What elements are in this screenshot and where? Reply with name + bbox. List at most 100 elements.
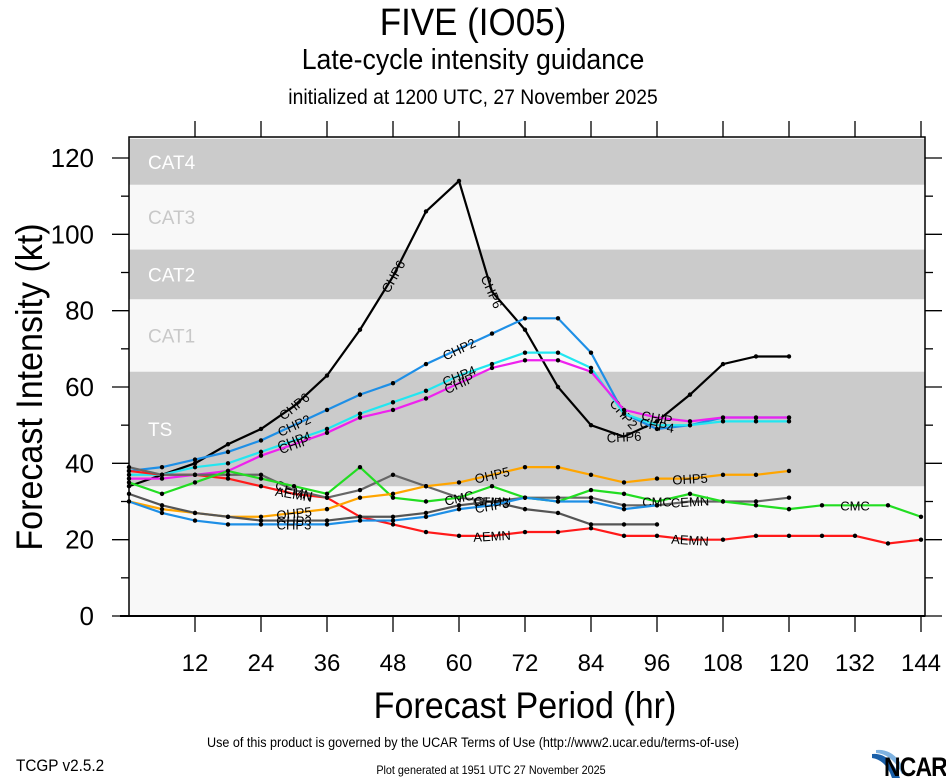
data-point: [159, 503, 165, 508]
data-point: [225, 472, 231, 477]
data-point: [720, 419, 726, 424]
data-point: [192, 464, 198, 470]
ncar-logo: NCAR: [870, 748, 946, 782]
data-point: [126, 476, 132, 481]
data-point: [357, 518, 363, 523]
data-point: [555, 464, 561, 470]
band-label: CAT2: [148, 265, 195, 286]
data-point: [588, 499, 594, 504]
data-point: [192, 461, 198, 466]
data-point: [621, 491, 627, 497]
data-point: [588, 422, 594, 428]
data-point: [720, 361, 726, 367]
data-point: [786, 506, 792, 512]
data-point: [423, 388, 429, 394]
generated-time: Plot generated at 1951 UTC 27 November 2…: [376, 763, 606, 777]
data-point: [456, 533, 462, 539]
data-point: [621, 480, 627, 485]
data-point: [588, 369, 594, 374]
data-point: [324, 495, 330, 500]
data-point: [390, 522, 396, 527]
data-point: [225, 476, 231, 481]
data-point: [192, 510, 198, 516]
data-point: [885, 541, 891, 546]
data-point: [258, 438, 264, 443]
data-point: [390, 495, 396, 500]
data-point: [819, 503, 825, 508]
series-label: CHP3: [474, 495, 511, 516]
data-point: [786, 354, 792, 359]
data-point: [687, 419, 693, 424]
series-label: CMC: [840, 498, 870, 513]
data-point: [852, 533, 858, 539]
data-point: [522, 358, 528, 363]
terms-of-use-note: Use of this product is governed by the U…: [207, 734, 739, 750]
data-point: [753, 419, 759, 424]
data-point: [654, 533, 660, 539]
version-label: TCGP v2.5.2: [16, 756, 105, 775]
data-point: [555, 384, 561, 390]
y-tick-label: 80: [65, 296, 94, 326]
data-point: [654, 426, 660, 432]
data-point: [588, 495, 594, 500]
data-point: [819, 533, 825, 539]
data-point: [456, 178, 462, 184]
y-tick-label: 120: [51, 143, 94, 173]
ncar-swoosh-icon: [872, 749, 906, 778]
data-point: [225, 522, 231, 527]
data-point: [357, 411, 363, 416]
data-point: [720, 472, 726, 477]
data-point: [324, 518, 330, 523]
data-point: [621, 533, 627, 539]
data-point: [423, 484, 429, 489]
y-tick-label: 60: [65, 372, 94, 402]
data-point: [555, 495, 561, 500]
data-point: [390, 380, 396, 386]
data-point: [621, 506, 627, 512]
data-point: [918, 537, 924, 542]
data-point: [621, 407, 627, 413]
data-point: [489, 361, 495, 367]
chart-title: FIVE (IO05): [379, 2, 567, 44]
x-tick-label: 84: [578, 650, 605, 677]
data-point: [687, 392, 693, 397]
y-tick-label: 40: [65, 448, 94, 478]
series-label: CHP3: [277, 517, 312, 532]
band-label: TS: [148, 420, 172, 441]
data-point: [654, 476, 660, 481]
data-point: [522, 495, 528, 500]
data-point: [258, 484, 264, 489]
data-point: [588, 350, 594, 355]
data-point: [753, 533, 759, 539]
data-point: [621, 411, 627, 416]
data-point: [720, 415, 726, 420]
band-ts: [129, 371, 925, 487]
data-point: [390, 491, 396, 497]
x-tick-label: 108: [703, 650, 743, 677]
data-point: [357, 514, 363, 519]
y-tick-label: 20: [65, 525, 94, 555]
y-axis-label: Forecast Intensity (kt): [9, 223, 51, 550]
data-point: [456, 506, 462, 512]
data-point: [588, 522, 594, 527]
data-point: [555, 510, 561, 516]
data-point: [489, 484, 495, 489]
data-point: [258, 476, 264, 481]
data-point: [357, 487, 363, 493]
data-point: [555, 499, 561, 504]
data-point: [126, 491, 132, 497]
data-point: [159, 510, 165, 516]
data-point: [126, 464, 132, 470]
data-point: [258, 518, 264, 523]
data-point: [489, 331, 495, 336]
data-point: [357, 392, 363, 397]
data-point: [423, 529, 429, 535]
x-tick-label: 144: [901, 650, 941, 677]
series-line: [128, 317, 789, 473]
x-tick-label: 36: [314, 650, 341, 677]
data-point: [423, 209, 429, 214]
data-point: [192, 518, 198, 523]
data-point: [720, 499, 726, 504]
data-point: [621, 503, 627, 508]
series-label: CEMN: [670, 493, 709, 510]
